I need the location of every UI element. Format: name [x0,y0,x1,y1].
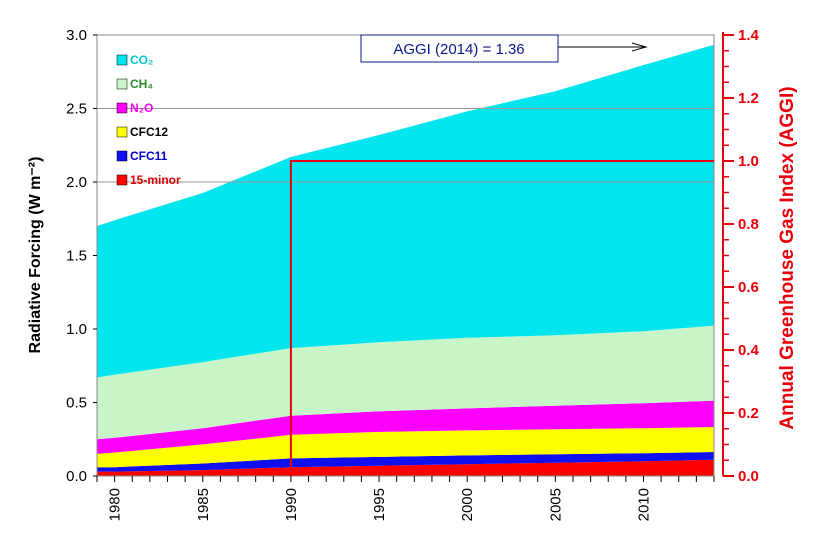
y-tick-label-1: 0.5 [66,395,87,412]
y-tick-label-6: 3.0 [66,27,87,44]
y-right-tick-label-5: 1.0 [738,153,759,170]
legend-swatch-ch4 [116,78,128,90]
legend: CO₂ CH₄ N₂O CFC12 CFC11 15-minor [116,53,181,187]
y-tick-label-3: 1.5 [66,248,87,265]
annotation-box [360,34,559,63]
x-tick-label-3: 1995 [371,488,388,521]
aggi-line [289,160,714,476]
left-axis: 0.0 0.5 1.0 1.5 2.0 2.5 3.0 [66,27,97,485]
aggi-reference-line [289,160,714,476]
y-tick-label-5: 2.5 [66,101,87,118]
area-series-1 [97,452,714,472]
y-tick-label-4: 2.0 [66,174,87,191]
y-right-tick-label-7: 1.4 [738,27,760,44]
legend-label-n2o: N₂O [130,101,153,115]
y-right-tick-label-3: 0.6 [738,279,759,296]
y-right-tick-label-1: 0.2 [738,405,759,422]
aggi-annotation: AGGI (2014) = 1.36 [360,34,648,63]
y-axis-title: Radiative Forcing (W m⁻²) [27,157,44,354]
x-axis: 1980 1985 1990 1995 2000 2005 2010 [96,476,715,521]
y-right-tick-label-6: 1.2 [738,90,759,107]
y-right-tick-label-2: 0.4 [738,342,760,359]
legend-label-cfc12: CFC12 [130,125,168,139]
x-tick-label-4: 2000 [459,488,476,521]
legend-swatch-cfc11 [116,150,128,162]
y-tick-label-2: 1.0 [66,321,87,338]
area-series-4 [97,325,714,440]
x-tick-label-6: 2010 [635,488,652,521]
legend-swatch-n2o [116,102,128,114]
y-right-tick-label-4: 0.8 [738,216,759,233]
area-series-5 [97,44,714,378]
x-tick-label-5: 2005 [547,488,564,521]
annotation-text: AGGI (2014) = 1.36 [393,41,524,58]
legend-label-ch4: CH₄ [130,77,153,91]
right-axis: 0.0 0.2 0.4 0.6 0.8 1.0 1.2 1.4 [722,27,760,485]
area-series-3 [97,400,714,454]
x-tick-label-1: 1985 [195,488,212,521]
legend-label-co2: CO₂ [130,53,153,67]
stacked-areas [97,44,714,476]
area-series-0 [97,459,714,476]
y-axis-right-title: Annual Greenhouse Gas Index (AGGI) [777,86,798,429]
x-tick-label-0: 1980 [107,488,124,521]
y-tick-label-0: 0.0 [66,468,87,485]
legend-swatch-co2 [116,54,128,66]
x-tick-label-2: 1990 [283,488,300,521]
legend-label-minor: 15-minor [130,173,181,187]
legend-swatch-cfc12 [116,126,128,138]
legend-label-cfc11: CFC11 [130,149,168,163]
legend-swatch-minor [116,174,128,186]
y-right-tick-label-0: 0.0 [738,468,759,485]
area-series-2 [97,427,714,468]
gridlines [97,108,714,183]
arrow-head-icon [631,42,648,52]
